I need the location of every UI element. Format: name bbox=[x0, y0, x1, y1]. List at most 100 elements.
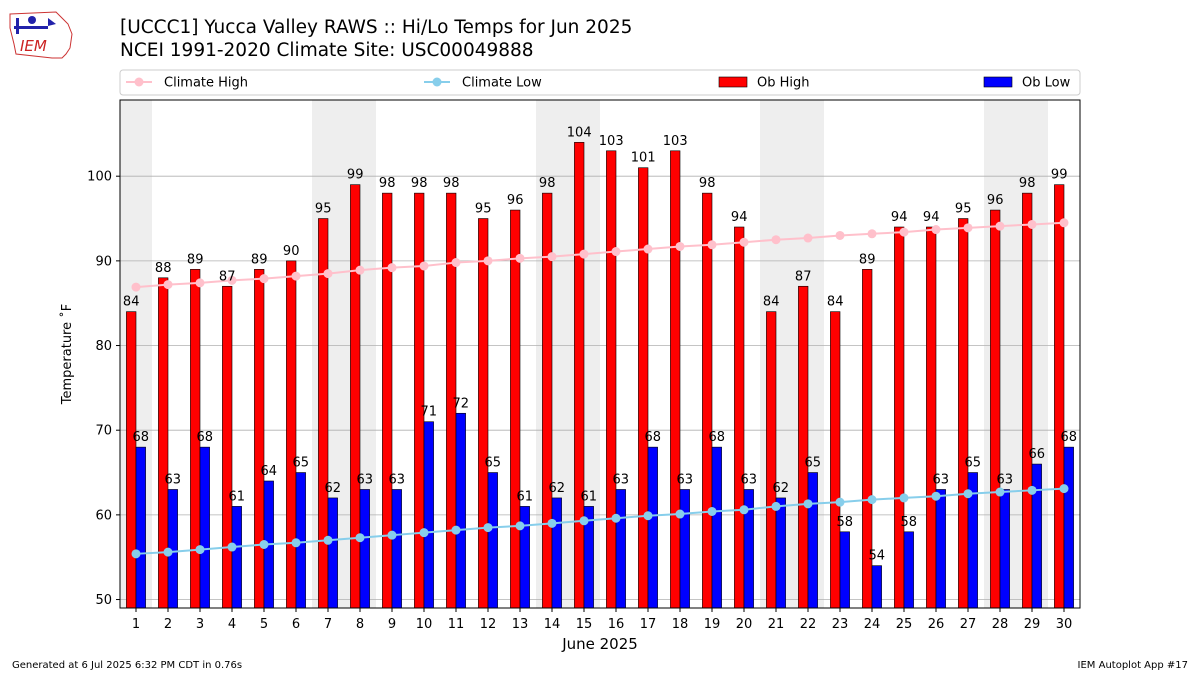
ob-low-label: 66 bbox=[1029, 447, 1046, 462]
ob-high-bar bbox=[734, 226, 745, 609]
climate-low-point bbox=[195, 545, 205, 555]
legend-label: Climate High bbox=[164, 76, 248, 91]
climate-low-point bbox=[707, 506, 717, 516]
ob-high-label: 89 bbox=[251, 252, 268, 267]
climate-high-point bbox=[259, 274, 269, 284]
climate-low-point bbox=[995, 487, 1005, 497]
ob-low-bar bbox=[679, 489, 690, 609]
ob-high-bar bbox=[286, 260, 297, 609]
climate-high-point bbox=[291, 271, 301, 281]
ob-high-bar bbox=[510, 209, 521, 609]
ob-low-bar bbox=[455, 412, 466, 609]
ob-low-label: 68 bbox=[709, 430, 726, 445]
climate-high-point bbox=[867, 229, 877, 239]
data-labels-layer: 84 68 88 63 89 68 87 61 89 64 90 65 95 62 99 63 98 63 98 71… bbox=[123, 125, 1077, 563]
ob-low-label: 61 bbox=[581, 489, 598, 504]
ob-high-label: 104 bbox=[567, 125, 592, 140]
ob-high-bar bbox=[830, 311, 841, 609]
x-tick-label: 18 bbox=[672, 617, 689, 632]
x-tick-label: 1 bbox=[132, 617, 140, 632]
y-tick-label: 70 bbox=[95, 424, 112, 439]
ob-low-bar bbox=[423, 421, 434, 609]
ob-low-label: 63 bbox=[165, 472, 182, 487]
ob-low-label: 63 bbox=[741, 472, 758, 487]
ob-high-label: 98 bbox=[1019, 176, 1036, 191]
ob-low-label: 63 bbox=[677, 472, 694, 487]
ob-high-label: 87 bbox=[795, 269, 812, 284]
ob-low-label: 62 bbox=[325, 481, 342, 496]
climate-low-point bbox=[131, 549, 141, 559]
x-tick-label: 14 bbox=[544, 617, 561, 632]
ob-high-bar bbox=[350, 184, 361, 609]
climate-low-point bbox=[259, 540, 269, 549]
legend-label: Ob Low bbox=[1022, 76, 1071, 91]
x-tick-label: 12 bbox=[480, 617, 497, 632]
ob-high-bar bbox=[606, 150, 617, 609]
x-tick-label: 19 bbox=[704, 617, 721, 632]
climate-low-point bbox=[803, 499, 813, 509]
x-tick-label: 25 bbox=[896, 617, 913, 632]
ob-high-label: 103 bbox=[663, 134, 688, 149]
ob-high-label: 99 bbox=[1051, 168, 1068, 183]
ob-low-bar bbox=[935, 489, 946, 609]
ob-low-bar bbox=[327, 497, 338, 609]
app-credit: IEM Autoplot App #17 bbox=[1077, 660, 1188, 671]
ob-high-label: 98 bbox=[411, 176, 428, 191]
ob-high-label: 84 bbox=[123, 295, 140, 310]
climate-high-point bbox=[771, 235, 781, 245]
climate-low-point bbox=[387, 530, 397, 540]
ob-high-bar bbox=[478, 218, 489, 609]
climate-low-line bbox=[135, 487, 1065, 555]
ob-high-bar bbox=[1022, 192, 1033, 609]
y-tick-label: 80 bbox=[95, 339, 112, 354]
climate-high-point bbox=[739, 237, 749, 247]
ob-low-bar bbox=[391, 489, 402, 609]
x-tick-label: 11 bbox=[448, 617, 465, 632]
climate-low-point bbox=[515, 521, 525, 531]
x-tick-label: 30 bbox=[1056, 617, 1073, 632]
climate-low-point bbox=[1027, 485, 1037, 495]
ob-low-bar bbox=[903, 531, 914, 609]
ob-high-bar bbox=[574, 142, 585, 609]
ob-low-bar bbox=[647, 446, 658, 609]
ob-low-label: 65 bbox=[805, 456, 822, 471]
x-tick-label: 22 bbox=[800, 617, 817, 632]
plot-frame bbox=[119, 99, 1081, 609]
ob-low-label: 58 bbox=[901, 515, 918, 530]
ob-high-label: 84 bbox=[763, 295, 780, 310]
climate-high-point bbox=[835, 230, 845, 240]
grid-lines bbox=[120, 175, 1080, 600]
climate-high-point bbox=[707, 240, 717, 250]
ob-high-label: 95 bbox=[955, 202, 972, 217]
climate-high-point bbox=[483, 256, 493, 266]
climate-high-point bbox=[579, 249, 589, 259]
climate-low-point bbox=[899, 493, 909, 503]
legend-box bbox=[119, 69, 1081, 96]
ob-low-label: 68 bbox=[1061, 430, 1078, 445]
legend-swatch-bar bbox=[983, 76, 1013, 88]
ob-low-bar bbox=[711, 446, 722, 609]
climate-low-point bbox=[675, 509, 685, 519]
ob-high-bar bbox=[702, 192, 713, 609]
ob-high-bar bbox=[638, 167, 649, 609]
x-tick-label: 9 bbox=[388, 617, 396, 632]
ob-high-label: 89 bbox=[187, 252, 204, 267]
climate-low-point bbox=[227, 542, 237, 552]
climate-low-point bbox=[739, 505, 749, 515]
ob-low-label: 63 bbox=[389, 472, 406, 487]
ob-high-label: 98 bbox=[539, 176, 556, 191]
x-tick-label: 21 bbox=[768, 617, 785, 632]
ob-high-label: 98 bbox=[379, 176, 396, 191]
ob-low-label: 65 bbox=[293, 456, 310, 471]
ob-low-label: 61 bbox=[229, 489, 246, 504]
ob-low-label: 68 bbox=[645, 430, 662, 445]
y-tick-label: 60 bbox=[95, 508, 112, 523]
ob-high-bar bbox=[222, 285, 233, 609]
x-axis: 1 2 3 4 5 6 7 8 9 10 11 12 13 14 15 16 17 18 19 20 21 22 23 24 2… bbox=[132, 608, 1072, 632]
x-tick-label: 3 bbox=[196, 617, 204, 632]
legend-swatch-bar bbox=[718, 76, 748, 88]
climate-high-point bbox=[1059, 218, 1069, 228]
climate-high-point bbox=[131, 282, 141, 292]
climate-high-point bbox=[387, 263, 397, 273]
chart-title: [UCCC1] Yucca Valley RAWS :: Hi/Lo Temps… bbox=[120, 17, 633, 38]
